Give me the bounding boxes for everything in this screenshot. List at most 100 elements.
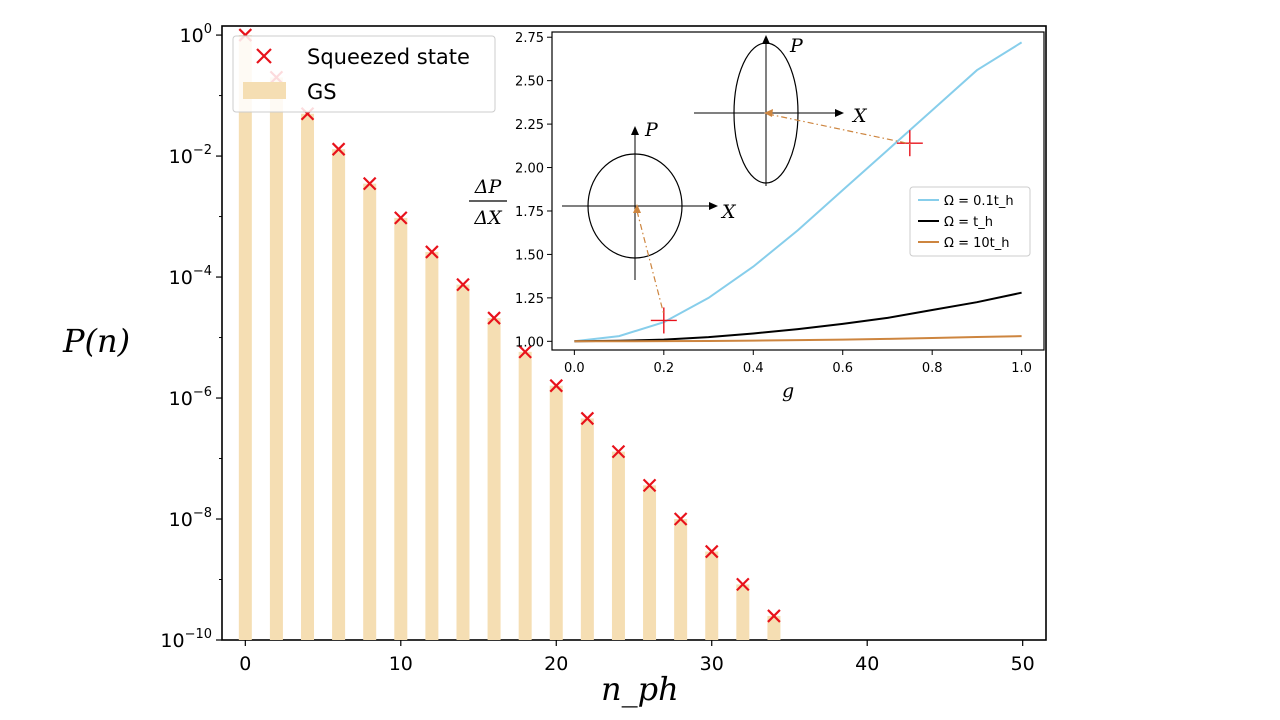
marker-stroke [425,245,439,259]
inset-y-tick-label: 2.00 [515,162,544,177]
main-y-tick-label: 100 [180,22,212,47]
squeezed-state-marker [394,211,408,225]
marker-stroke [736,577,750,592]
inset-y-tick-label: 1.25 [515,292,544,307]
main-x-tick-label: 0 [239,653,251,675]
squeezed-state-marker [704,544,719,559]
circle-center-arrowhead [633,204,641,213]
marker-stroke [767,609,781,623]
circle-x-arrowhead [709,202,718,210]
legend-gs-swatch [243,82,286,99]
inset-series-line-0 [574,41,1023,343]
phase-space-ellipse-diagram: P X [694,35,868,186]
inset-x-tick-label: 0.6 [832,361,853,376]
main-legend-box [232,35,496,113]
ellipse-p-label: P [789,35,804,57]
inset-plus-marker [650,307,677,334]
squeezed-state-marker [549,378,564,393]
inset-y-tick-label: 1.75 [515,205,544,220]
marker-stroke [456,277,470,292]
gs-bar [767,615,781,640]
marker-stroke [549,378,564,393]
marker-stroke [518,345,532,359]
inset-plot-layer: 0.0 0.2 0.4 0.6 0.8 1.0 1.00 1.25 1.50 1.75 2.00 2.… [515,31,1032,376]
marker-stroke [394,211,408,225]
circle-p-arrowhead [631,126,639,135]
squeezed-state-marker [673,512,688,526]
inset-x-tick-label: 0.8 [922,361,943,376]
gs-bar [425,251,439,640]
gs-bar [238,35,252,640]
marker-stroke [642,478,657,493]
inset-y-axis-label: ΔP ΔX [469,176,507,229]
squeezed-state-marker [425,245,439,259]
inset-legend-label-0: Ω = 0.1t_h [944,194,1014,209]
inset-legend-label-2: Ω = 10t_h [944,236,1009,251]
main-x-tick-label: 40 [855,653,879,675]
inset-y-tick-label: 1.00 [515,335,544,350]
inset-x-tick-label: 0.2 [653,361,674,376]
marker-stroke [487,311,501,325]
main-y-tick-label: 10−6 [169,385,212,410]
main-plot-layer: 0 10 20 30 40 50 100 10−2 10−4 10−6 10−8 10−10 [160,22,1034,675]
inset-y-tick-label: 2.25 [515,118,544,133]
squeezed-state-marker [487,311,501,325]
gs-bar [705,551,719,640]
squeezed-state-marker [642,478,657,493]
inset-x-tick-label: 1.0 [1011,361,1032,376]
ellipse-x-label: X [851,105,868,127]
gs-bar [736,584,750,640]
gs-bar [456,284,470,640]
main-y-tick-label: 10−10 [160,627,212,652]
squeezed-state-marker [736,577,750,592]
main-legend: Squeezed state GS [232,35,496,113]
squeezed-state-marker [767,609,781,623]
gs-bar [611,451,625,640]
phase-space-circle-diagram: P X [562,119,737,280]
squeezed-state-marker [362,176,377,191]
legend-label-squeezed-state: Squeezed state [307,45,470,69]
squeezed-state-marker [456,277,470,292]
main-x-tick-label: 30 [700,653,724,675]
inset-legend-box [909,186,1031,257]
inset-y-tick-label: 1.50 [515,248,544,263]
inset-x-tick-label: 0.4 [743,361,764,376]
squeezed-state-marker [331,142,346,156]
ellipse-x-arrowhead [835,109,844,117]
gs-bar [674,519,688,640]
legend-cross-marker [256,48,272,64]
gs-bar [269,77,283,640]
marker-stroke [362,176,377,191]
inset-series-line-1 [574,291,1022,343]
gs-bar [394,217,408,640]
inset-y-tick-label: 2.50 [515,75,544,90]
marker-stroke [580,411,595,426]
main-x-axis-label: n_ph [601,670,679,708]
main-y-tick-label: 10−2 [169,143,212,168]
main-plot-frame [221,25,1047,641]
legend-label-gs: GS [307,80,337,104]
inset-y-tick-label: 2.75 [515,31,544,46]
gs-bar [580,418,594,640]
squeezed-state-marker [518,345,532,359]
circle-x-label: X [720,201,737,223]
gs-bar [332,149,346,640]
main-x-tick-label: 50 [1011,653,1035,675]
marker-stroke [611,444,626,459]
gs-bar [549,385,563,640]
inset-legend-label-1: Ω = t_h [944,215,993,230]
ellipse-p-arrowhead [762,35,770,44]
gs-bar [643,485,657,640]
marker-stroke [704,544,719,559]
squeezed-state-marker [580,411,595,426]
gs-bar [301,113,315,640]
marker-stroke [331,142,346,156]
main-y-tick-label: 10−8 [169,506,212,531]
main-x-tick-label: 10 [389,653,413,675]
connector-circle-to-marker [636,210,665,316]
main-y-axis-label: P(n) [62,322,130,360]
inset-x-axis-label: g [782,380,794,402]
gs-bar [518,351,532,640]
inset-series-line-2 [574,335,1022,343]
